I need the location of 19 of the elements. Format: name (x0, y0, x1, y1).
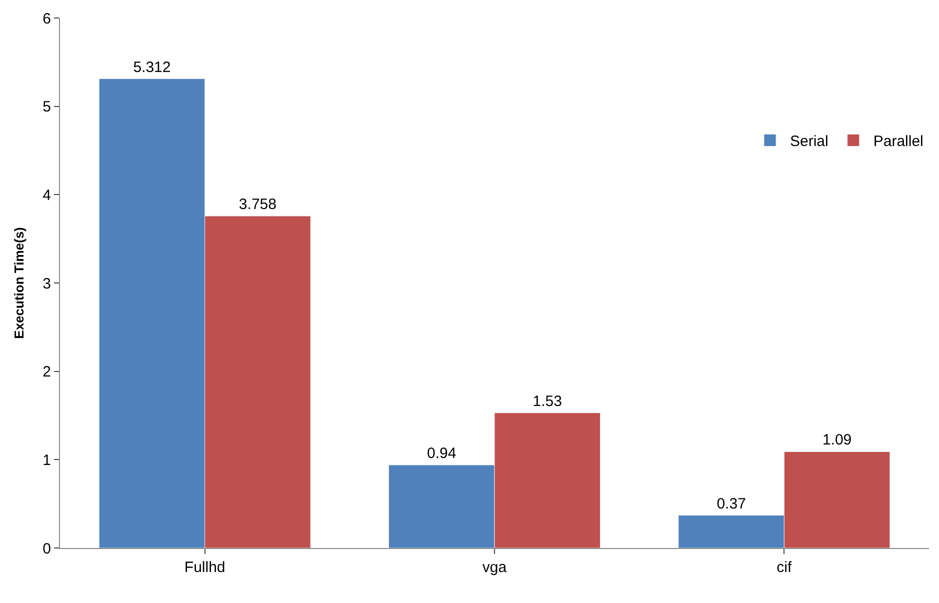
y-tick-label: 6 (42, 10, 51, 28)
data-label: 0.94 (427, 444, 456, 462)
legend-label: Serial (790, 133, 828, 150)
y-tick-label: 4 (42, 186, 51, 204)
x-tick-label: vga (482, 559, 508, 576)
y-tick-label: 5 (42, 98, 51, 116)
data-label: 1.53 (532, 392, 562, 410)
y-axis-title: Execution Time(s) (12, 227, 27, 339)
data-label: 3.758 (238, 196, 276, 214)
data-label: 5.312 (133, 58, 171, 76)
y-tick-label: 2 (42, 364, 51, 381)
data-label: 1.09 (822, 432, 852, 449)
data-label: 0.37 (716, 495, 746, 512)
y-tick-label: 3 (42, 275, 51, 292)
y-tick-label: 0 (42, 540, 51, 558)
x-tick-label: cif (776, 559, 793, 576)
y-tick-label: 1 (42, 452, 51, 469)
x-tick-label: Fullhd (184, 559, 226, 576)
legend-label: Parallel (873, 133, 924, 150)
